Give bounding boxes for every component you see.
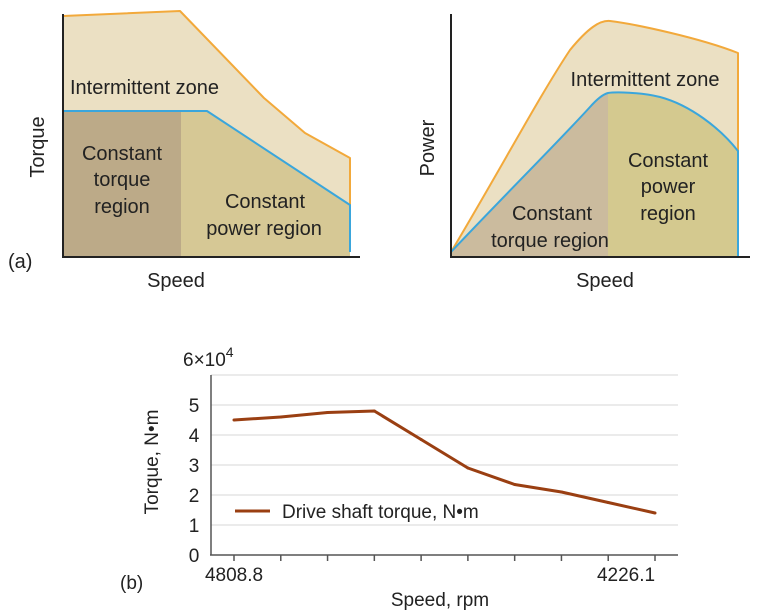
intermittent-torque-curve [62,10,351,252]
y-tick-label: 3 [189,456,200,477]
data-point [232,418,236,422]
data-point [653,511,657,515]
region1-label-line2: torque region [491,230,609,252]
y-tick-label: 0 [189,546,200,567]
scale-base: 6×10 [183,350,226,371]
region2-label-line3: region [640,203,696,225]
y-tick-label: 1 [189,516,200,537]
scale-multiplier: 6×104 [183,344,234,371]
x-tick-label-end: 4226.1 [597,565,655,586]
x-tick-label-start: 4808.8 [205,565,263,586]
intermittent-power-curve [450,19,739,257]
legend-label: Drive shaft torque, N•m [282,502,479,523]
data-point [279,415,283,419]
y-tick-label: 4 [189,426,200,447]
zone-label: Intermittent zone [70,77,219,99]
drive-shaft-torque-line [233,409,656,515]
zone-label: Intermittent zone [571,69,720,91]
data-point [326,411,330,414]
panel-a-tag: (a) [8,251,32,273]
data-point [559,490,563,494]
y-axis-label: Torque, N•m [142,410,163,515]
data-point [419,438,423,441]
region2-label-line1: Constant [628,150,708,172]
region1-label-line1: Constant [82,143,162,165]
region1-label-line3: region [94,196,150,218]
y-axis-label: Power [417,119,439,176]
x-axis-label: Speed [147,270,205,292]
scale-exponent: 4 [226,344,234,360]
torque-speed-diagram: Intermittent zone Constant torque region… [27,10,360,292]
x-axis-label: Speed, rpm [391,590,489,611]
region2-label-line2: power region [206,218,322,240]
panel-b-tag: (b) [120,573,143,594]
continuous-power-curve [450,91,739,257]
data-point [606,501,610,504]
region2-label-line1: Constant [225,191,305,213]
x-tick-marks [233,555,656,561]
constant-torque-region-area [63,111,181,257]
constant-power-region-area [181,111,350,257]
region2-label-line2: power [641,176,696,198]
region1-label-line2: torque [94,169,151,191]
legend: Drive shaft torque, N•m [235,502,479,523]
data-point [372,409,376,413]
power-speed-diagram: Intermittent zone Constant torque region… [417,14,750,292]
x-axis-label: Speed [576,270,634,292]
data-point [466,466,470,470]
region1-label-line1: Constant [512,203,592,225]
gridlines [211,374,678,526]
y-tick-label: 2 [189,486,200,507]
data-point [513,483,517,486]
data-points [232,409,657,515]
constant-power-region-area [608,92,738,258]
y-tick-label: 5 [189,396,200,417]
y-axis-label: Torque [27,116,49,177]
constant-torque-region-area [451,93,608,257]
continuous-torque-curve [63,110,351,252]
y-tick-labels: 0 1 2 3 4 5 [189,396,200,567]
